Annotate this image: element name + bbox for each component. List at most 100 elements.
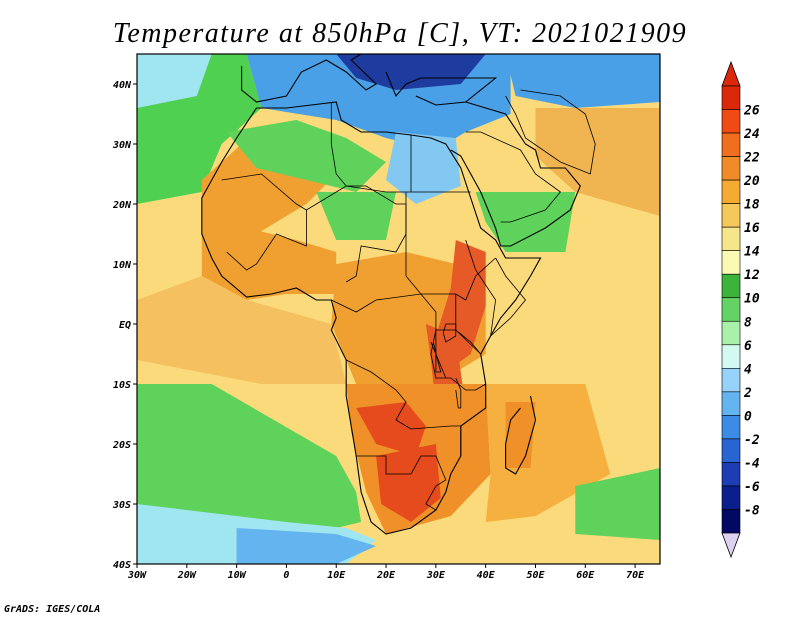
colorbar-swatch [721, 273, 741, 299]
x-tick-label: 10E [327, 570, 346, 581]
border-lake-tanganyika [430, 341, 442, 373]
colorbar-label: 6 [744, 339, 752, 354]
colorbar-swatch [721, 344, 741, 369]
field-equatorial-atlantic-orange [137, 276, 347, 384]
plot-area [136, 53, 661, 565]
colorbar-swatch [721, 109, 741, 134]
coast-africa-coast [201, 101, 542, 535]
field-sahara-green [226, 120, 386, 192]
colorbar-label: 26 [743, 104, 760, 119]
y-tick-label: 20N [112, 200, 132, 211]
field-south-atlantic-green [137, 384, 362, 540]
colorbar-swatch [721, 226, 741, 251]
field-chad-green [316, 192, 396, 240]
colorbar-label: 18 [744, 198, 760, 213]
field-west-africa-orange [201, 228, 337, 300]
coastlines-and-borders [201, 54, 596, 535]
colorbar-swatch [721, 438, 741, 463]
colorbar-swatch [721, 85, 741, 110]
y-tick-label: 40S [113, 560, 131, 571]
colorbar-label: 16 [744, 221, 760, 236]
chart-title: Temperature at 850hPa [C], VT: 202102190… [113, 18, 687, 49]
field-south-atlantic-blue [236, 528, 377, 564]
border-southern-borders [356, 455, 447, 511]
y-tick-label: 10S [113, 380, 131, 391]
x-tick-label: 10W [228, 570, 247, 581]
border-egypt-sudan-libya [405, 135, 496, 301]
credit-text: GrADS: IGES/COLA [4, 604, 100, 615]
colorbar-swatch [721, 485, 741, 510]
x-axis: 30W 20W 10W 0 10E 20E 30E 40E 50E 60E 70E [127, 564, 645, 581]
y-axis: 40N 30N 20N 10N EQ 10S 20S 30S 40S [112, 80, 137, 571]
border-east-africa-borders [435, 294, 482, 379]
border-lake-malawi [455, 377, 462, 409]
field-iran-blue [505, 54, 660, 108]
colorbar-label: 14 [744, 245, 760, 260]
colorbar-swatch [721, 203, 741, 228]
colorbar-label: -8 [744, 503, 760, 518]
colorbar-swatch [721, 250, 741, 275]
colorbar-label: -4 [744, 456, 760, 471]
x-tick-label: 30E [426, 570, 446, 581]
x-tick-label: 60E [576, 570, 595, 581]
border-algeria-libya [330, 102, 406, 193]
x-tick-label: 0 [283, 570, 289, 581]
field-egypt-cool-blue [386, 132, 461, 204]
x-tick-label: 20W [177, 570, 197, 581]
border-arabia-borders [465, 131, 561, 223]
colorbar-label: 20 [743, 174, 760, 189]
x-tick-label: 30W [127, 570, 147, 581]
x-tick-label: 20E [376, 570, 396, 581]
border-iran-borders [505, 89, 596, 175]
colorbar-swatch [721, 132, 741, 157]
field-south-africa-red [376, 444, 441, 522]
colorbar-swatch [721, 509, 741, 534]
colorbar-swatch [721, 156, 741, 181]
field-arabia-orange [535, 108, 660, 216]
border-lake-victoria [442, 323, 457, 343]
x-tick-label: 70E [626, 570, 645, 581]
colorbar-label: 22 [743, 151, 760, 166]
colorbar-label: 4 [744, 362, 752, 377]
colorbar-swatch [721, 368, 741, 393]
field-south-indian-green [575, 468, 660, 540]
colorbar-swatch [721, 415, 741, 440]
border-west-africa-borders [221, 173, 307, 271]
border-horn-borders [465, 239, 527, 338]
colorbar-swatch [721, 297, 741, 322]
y-tick-label: 30S [112, 500, 131, 511]
y-tick-label: 10N [113, 260, 132, 271]
temperature-field [137, 54, 660, 564]
plot-frame [136, 53, 661, 565]
y-tick-label: 30N [112, 140, 132, 151]
field-madagascar-orange [505, 402, 536, 468]
colorbar-swatch [721, 391, 741, 416]
colorbar-label: 8 [744, 315, 752, 330]
y-tick-label: EQ [119, 320, 131, 331]
colorbar-label: 10 [744, 292, 760, 307]
y-tick-label: 20S [112, 440, 131, 451]
colorbar-swatch [721, 462, 741, 487]
colorbar-swatch [721, 320, 741, 346]
colorbar-label: 24 [743, 127, 760, 142]
y-tick-label: 40N [113, 80, 132, 91]
colorbar-label: 12 [744, 268, 760, 283]
colorbar-label: 2 [743, 386, 752, 401]
colorbar-bottom-arrow [721, 532, 741, 559]
field-north-atlantic-cool [137, 54, 212, 108]
coast-arabia-coast [450, 101, 581, 247]
field-angola-red [356, 402, 426, 456]
coast-greece-turkey [385, 71, 498, 106]
colorbar-label: -6 [744, 480, 760, 495]
coast-madagascar [505, 395, 537, 475]
x-tick-label: 40E [477, 570, 496, 581]
coast-europe-coast [241, 54, 377, 103]
border-congo-angola [346, 359, 462, 456]
colorbar-top-arrow [721, 60, 741, 87]
colorbar-label: 0 [744, 409, 752, 424]
colorbar-label: -2 [744, 433, 760, 448]
colorbar-swatch [721, 179, 741, 204]
field-red-sea-arabia-green [475, 192, 576, 252]
